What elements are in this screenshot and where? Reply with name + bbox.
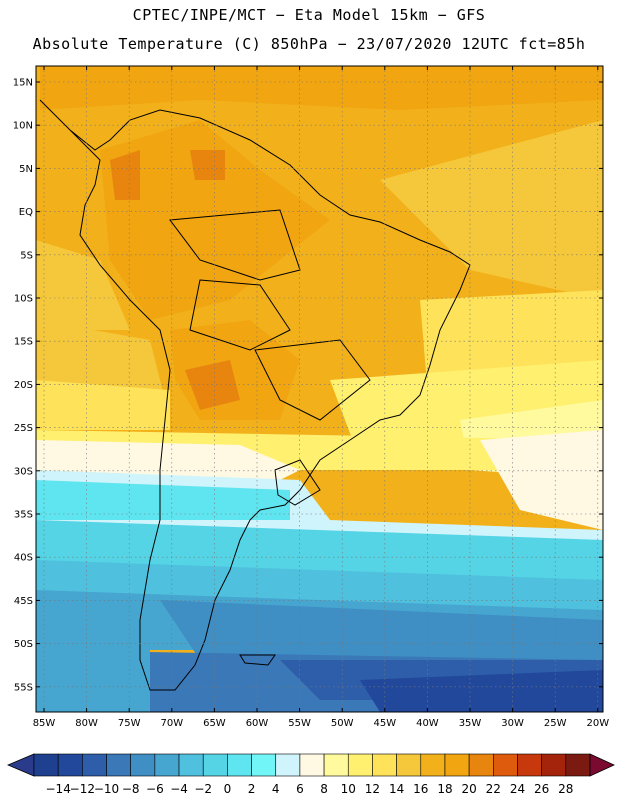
map-subtitle: Absolute Temperature (C) 850hPa − 23/07/…	[32, 35, 586, 53]
colorbar-label: 24	[510, 782, 525, 796]
colorbar-label: 6	[296, 782, 304, 796]
colorbar-swatch	[154, 753, 180, 777]
colorbar-swatch	[493, 753, 518, 777]
colorbar-swatch	[420, 753, 446, 777]
lat-tick-label: 5N	[19, 164, 33, 175]
lon-tick-label: 30W	[501, 718, 524, 729]
lon-tick-label: 40W	[416, 718, 439, 729]
lat-tick-label: 20S	[14, 380, 33, 391]
colorbar-swatch	[565, 753, 591, 777]
colorbar-label: 14	[389, 782, 404, 796]
colorbar-label: 28	[558, 782, 573, 796]
colorbar-swatch	[178, 753, 204, 777]
colorbar-label: 26	[534, 782, 549, 796]
lat-tick-label: EQ	[19, 207, 33, 218]
colorbar-label: −6	[146, 782, 164, 796]
lon-tick-label: 35W	[459, 718, 482, 729]
colorbar-label: 2	[248, 782, 256, 796]
colorbar-swatch	[82, 753, 107, 777]
colorbar-swatch	[517, 753, 542, 777]
colorbar-label: 22	[486, 782, 501, 796]
lat-tick-label: 10N	[13, 121, 33, 132]
lat-tick-label: 40S	[14, 553, 33, 564]
lon-tick-label: 85W	[33, 718, 56, 729]
colorbar-label: −12	[70, 782, 95, 796]
colorbar-swatch	[347, 753, 373, 777]
colorbar-label: 4	[272, 782, 280, 796]
lat-tick-label: 5S	[20, 250, 33, 261]
lon-tick-label: 20W	[586, 718, 609, 729]
colorbar-over-arrow	[589, 753, 615, 777]
colorbar-swatch	[468, 753, 494, 777]
lon-tick-label: 80W	[75, 718, 98, 729]
colorbar-swatch	[396, 753, 422, 777]
colorbar-swatch	[275, 753, 301, 777]
colorbar-swatch	[57, 753, 83, 777]
coastline-borders	[39, 99, 471, 691]
colorbar-label: 0	[224, 782, 232, 796]
temperature-field	[36, 66, 603, 712]
colorbar-label: 16	[413, 782, 428, 796]
lat-tick-label: 15N	[13, 78, 33, 89]
colorbar-label: −14	[46, 782, 71, 796]
latitude-axis: 15N 10N 5N EQ 5S 10S 15S 20S 25S 30S 35S 40S 45S 50S 5…	[13, 78, 603, 693]
lat-tick-label: 45S	[14, 596, 33, 607]
colorbar-label: 10	[341, 782, 356, 796]
lat-tick-label: 10S	[14, 294, 33, 305]
colorbar-label: −10	[94, 782, 119, 796]
lat-tick-label: 30S	[14, 466, 33, 477]
longitude-axis: 85W 80W 75W 70W 65W 60W 55W 50W 45W 40W 35W 30W 25W 2…	[33, 66, 609, 729]
colorbar-swatch	[372, 753, 397, 777]
lon-tick-label: 70W	[160, 718, 183, 729]
colorbar-swatch	[202, 753, 228, 777]
colorbar-swatch	[541, 753, 567, 777]
colorbar-label: −2	[194, 782, 212, 796]
colorbar: −14−12−10 −8 −6 −4 −2 0 2 4 6 8 10 12 14 16 18 20 22 24 26…	[6, 753, 615, 796]
map-title: CPTEC/INPE/MCT − Eta Model 15km − GFS	[132, 6, 486, 24]
colorbar-swatch	[130, 753, 156, 777]
lon-tick-label: 50W	[331, 718, 354, 729]
map-frame	[35, 65, 604, 713]
colorbar-swatch	[299, 753, 325, 777]
lat-tick-label: 25S	[14, 423, 33, 434]
lon-tick-label: 25W	[544, 718, 567, 729]
lon-tick-label: 65W	[203, 718, 226, 729]
colorbar-swatch	[323, 753, 349, 777]
colorbar-label: 18	[437, 782, 452, 796]
colorbar-label: 12	[365, 782, 380, 796]
lat-tick-label: 35S	[14, 510, 33, 521]
graticule-grid	[36, 66, 603, 712]
colorbar-label: −4	[170, 782, 188, 796]
colorbar-label: 8	[320, 782, 328, 796]
colorbar-label: 20	[461, 782, 476, 796]
lon-tick-label: 60W	[246, 718, 269, 729]
lon-tick-label: 45W	[373, 718, 396, 729]
colorbar-swatch	[227, 753, 252, 777]
colorbar-swatch	[251, 753, 277, 777]
colorbar-under-arrow	[6, 753, 35, 777]
lat-tick-label: 15S	[14, 337, 33, 348]
lon-tick-label: 75W	[118, 718, 141, 729]
lon-tick-label: 55W	[288, 718, 311, 729]
lat-tick-label: 55S	[14, 682, 33, 693]
colorbar-label: −8	[122, 782, 140, 796]
colorbar-swatch	[33, 753, 59, 777]
colorbar-swatch	[444, 753, 470, 777]
lat-tick-label: 50S	[14, 639, 33, 650]
colorbar-swatch	[106, 753, 131, 777]
